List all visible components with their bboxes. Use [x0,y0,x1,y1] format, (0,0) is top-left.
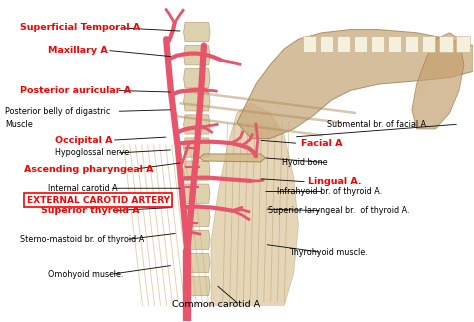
Polygon shape [199,154,265,162]
Polygon shape [183,92,210,111]
Bar [354,36,367,52]
Polygon shape [211,103,299,305]
Polygon shape [183,69,210,88]
Polygon shape [183,138,210,157]
Polygon shape [183,184,210,203]
Text: Submental br. of facial A.: Submental br. of facial A. [327,120,428,128]
Polygon shape [183,207,210,226]
Bar [303,36,317,52]
Text: Superficial Temporal A: Superficial Temporal A [19,24,140,33]
Text: Facial A: Facial A [301,139,342,148]
Text: Omohyoid muscle.: Omohyoid muscle. [48,270,123,279]
Text: Common carotid A: Common carotid A [172,300,260,309]
Text: Infrahyoid br. of thyroid A.: Infrahyoid br. of thyroid A. [277,187,383,196]
Bar [439,36,453,52]
Text: EXTERNAL CAROTID ARTERY: EXTERNAL CAROTID ARTERY [27,195,170,204]
Text: Thyrohyoid muscle.: Thyrohyoid muscle. [289,248,368,257]
Bar [388,36,401,52]
Text: Ascending pharyngeal A: Ascending pharyngeal A [24,165,154,174]
Polygon shape [183,46,210,65]
Bar [456,36,470,52]
Text: Superior laryngeal br.  of thyroid A.: Superior laryngeal br. of thyroid A. [268,206,409,215]
Text: Hypoglossal nerve: Hypoglossal nerve [55,148,129,157]
Text: Occipital A: Occipital A [55,136,112,145]
Text: Maxillary A: Maxillary A [48,46,108,55]
Text: Internal carotid A: Internal carotid A [48,184,118,193]
Polygon shape [183,161,210,180]
Polygon shape [183,115,210,134]
Polygon shape [183,23,210,42]
Polygon shape [183,230,210,250]
Polygon shape [183,276,210,296]
Bar [337,36,350,52]
Bar [405,36,419,52]
Bar [371,36,384,52]
Text: Lingual A.: Lingual A. [308,177,362,186]
Text: Posterior auricular A: Posterior auricular A [19,86,131,95]
Polygon shape [183,253,210,272]
Polygon shape [412,33,464,129]
Polygon shape [237,30,474,138]
Text: Muscle: Muscle [5,120,33,128]
Text: Posterior belly of digastric: Posterior belly of digastric [5,107,111,116]
Text: Superior thyroid A: Superior thyroid A [41,206,139,215]
Text: Hyoid bone: Hyoid bone [282,158,328,167]
Text: Sterno-mastoid br. of thyroid A: Sterno-mastoid br. of thyroid A [19,235,144,244]
Bar [320,36,333,52]
Bar [422,36,436,52]
